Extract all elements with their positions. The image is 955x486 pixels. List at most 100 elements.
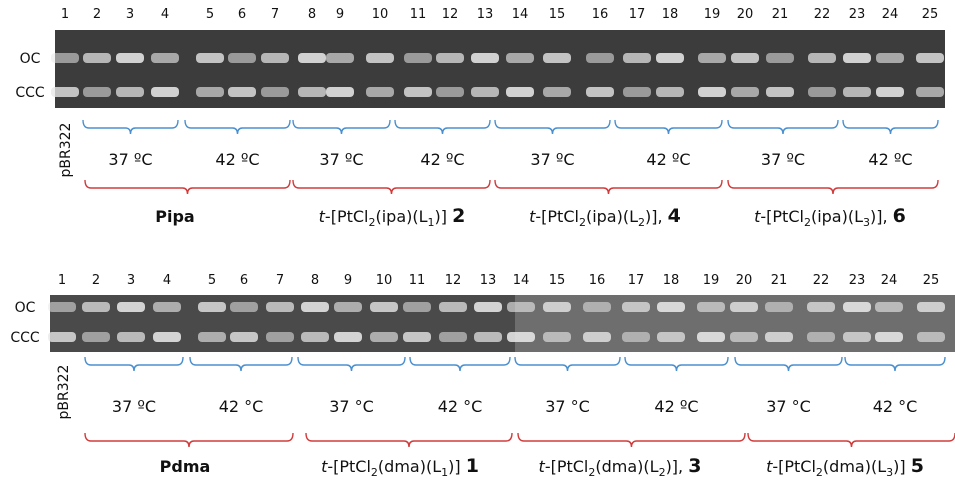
gel-band [83, 53, 111, 63]
gel-band [439, 302, 467, 312]
lane-number: 9 [336, 7, 344, 22]
lane-number: 8 [311, 273, 319, 288]
gel-band [326, 53, 354, 63]
lane-number: 19 [704, 7, 721, 22]
gel-band [583, 332, 611, 342]
gel-band [657, 332, 685, 342]
gel-band [875, 302, 903, 312]
compound-segment: (ipa)(L [375, 207, 427, 226]
plasmid-label: pBR322 [58, 123, 74, 178]
compound-segment: 2 [816, 466, 823, 479]
lane-number: 10 [376, 273, 393, 288]
compound-segment: 2 [588, 466, 595, 479]
compound-segment: -[PtCl [772, 457, 816, 476]
gel-band [730, 332, 758, 342]
gel-band [153, 332, 181, 342]
gel-band [474, 332, 502, 342]
gel-band [843, 53, 871, 63]
gel-band [403, 332, 431, 342]
temperature-brace [189, 356, 293, 372]
compound-brace [727, 179, 939, 195]
compound-brace [305, 432, 513, 448]
gel-band [266, 302, 294, 312]
gel-band [116, 53, 144, 63]
compound-segment: Pipa [155, 207, 194, 226]
band-label: CCC [15, 85, 45, 101]
compound-segment: 2 [659, 466, 666, 479]
compound-segment: Pdma [160, 457, 211, 476]
gel-band [439, 332, 467, 342]
gel-band [765, 302, 793, 312]
compound-segment: t [319, 207, 326, 226]
temperature-brace [727, 119, 839, 135]
lane-number: 6 [240, 273, 248, 288]
gel-band [765, 332, 793, 342]
lane-number: 12 [445, 273, 462, 288]
temperature-brace [842, 119, 939, 135]
compound-segment: 3 [863, 216, 870, 229]
temperature-brace [292, 119, 391, 135]
gel-band [196, 53, 224, 63]
compound-segment: 2 [804, 216, 811, 229]
temperature: 37 ºC [761, 150, 805, 169]
lane-number: 17 [629, 7, 646, 22]
compound-segment: 2 [638, 216, 645, 229]
lane-number: 24 [881, 273, 898, 288]
gel-band [807, 332, 835, 342]
gel-band [917, 332, 945, 342]
compound-segment: )] [448, 457, 466, 476]
gel-band [507, 302, 535, 312]
lane-number: 17 [628, 273, 645, 288]
temperature-brace [614, 119, 723, 135]
gel-band [543, 87, 571, 97]
lane-number: 16 [589, 273, 606, 288]
gel-band [506, 87, 534, 97]
temperature-brace [624, 356, 729, 372]
gel-band [843, 87, 871, 97]
compound-label: t-[PtCl2(dma)(L3)] 5 [766, 455, 924, 479]
compound-segment: 1 [428, 216, 435, 229]
compound-label: t-[PtCl2(dma)(L1)] 1 [321, 455, 479, 479]
lane-number: 19 [703, 273, 720, 288]
gel-band [153, 302, 181, 312]
compound-segment: (dma)(L [823, 457, 886, 476]
gel-band [623, 53, 651, 63]
gel-band [51, 87, 79, 97]
temperature: 42 °C [873, 397, 918, 416]
compound-segment: )], [870, 207, 893, 226]
temperature: 37 ºC [530, 150, 574, 169]
gel-band [657, 302, 685, 312]
compound-brace [517, 432, 746, 448]
compound-label: t-[PtCl2(ipa)(L2)], 4 [529, 205, 681, 229]
temperature: 42 ºC [420, 150, 464, 169]
lane-number: 23 [849, 7, 866, 22]
gel-band [298, 87, 326, 97]
gel-band [506, 53, 534, 63]
temperature: 42 ºC [646, 150, 690, 169]
lane-number: 15 [549, 273, 566, 288]
gel-band [698, 87, 726, 97]
gel-band [876, 53, 904, 63]
gel-band [370, 332, 398, 342]
temperature: 37 ºC [112, 397, 156, 416]
compound-brace [84, 432, 294, 448]
gel-band [334, 302, 362, 312]
compound-segment: )], [666, 457, 689, 476]
gel-band [916, 53, 944, 63]
gel-band [83, 87, 111, 97]
gel-band [698, 53, 726, 63]
temperature-brace [84, 356, 184, 372]
gel-band [436, 53, 464, 63]
compound-segment: t [529, 207, 536, 226]
gel-band [334, 332, 362, 342]
lane-number: 18 [663, 273, 680, 288]
compound-segment: t [766, 457, 773, 476]
gel-band [298, 53, 326, 63]
lane-number: 3 [126, 7, 134, 22]
lane-number: 23 [849, 273, 866, 288]
compound-segment: (ipa)(L [811, 207, 863, 226]
gel-band [586, 53, 614, 63]
gel-band [916, 87, 944, 97]
